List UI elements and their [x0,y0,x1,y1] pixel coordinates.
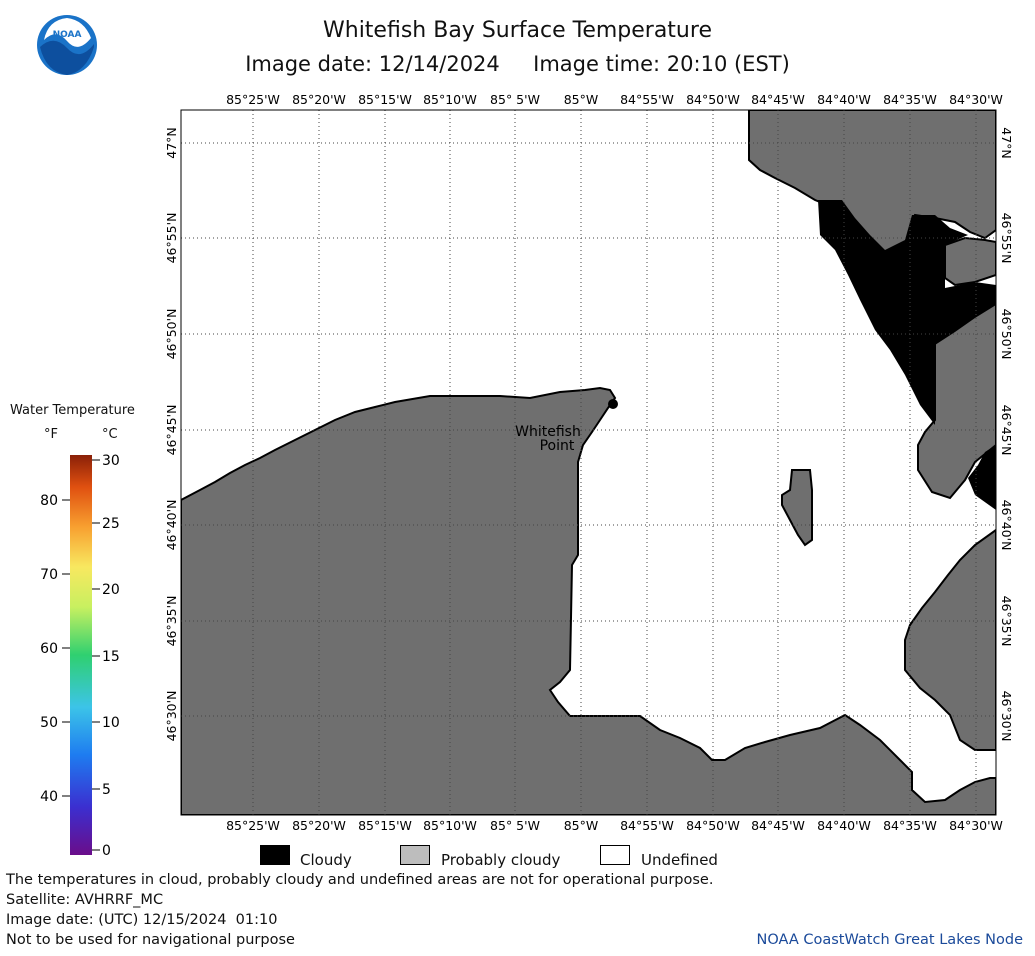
lon-label: 85° 5'W [490,92,540,107]
colorbar-c-label: 15 [102,649,120,665]
lat-label: 46°45'N [164,405,179,456]
place-label-line1: Whitefish [515,424,581,440]
lat-label: 46°30'N [999,691,1014,742]
colorbar-scale [70,455,92,855]
lat-label: 47°N [164,127,179,159]
lon-label: 85°25'W [226,818,280,833]
lat-label: 46°35'N [164,596,179,647]
lon-label: 84°30'W [949,818,1003,833]
lon-label: 84°55'W [620,92,674,107]
colorbar-c-label: 10 [102,715,120,731]
page-title: Whitefish Bay Surface Temperature [323,18,712,43]
graticule [181,110,996,815]
lat-label: 46°40'N [164,500,179,551]
lat-label: 46°40'N [999,500,1014,551]
lat-label: 46°50'N [164,309,179,360]
land-northeast-block [944,236,996,287]
note-disclaimer: The temperatures in cloud, probably clou… [6,872,714,888]
colorbar-c-label: 25 [102,516,120,532]
lon-label: 84°50'W [686,818,740,833]
colorbar-f-label: 50 [40,715,58,731]
place-label-line2: Point [540,438,575,454]
legend-swatch-probably-cloudy [400,845,430,865]
lat-labels-left: 47°N 46°55'N 46°50'N 46°45'N 46°40'N 46°… [164,127,179,741]
colorbar-c-label: 30 [102,453,120,469]
colorbar-ticks [62,459,100,851]
lon-label: 85°20'W [292,818,346,833]
lon-labels-bottom: 85°25'W 85°20'W 85°15'W 85°10'W 85° 5'W … [226,818,1003,833]
legend-swatch-undefined [600,845,630,865]
lat-label: 46°35'N [999,596,1014,647]
whitefish-point-marker [608,399,618,409]
cloud-region [818,200,996,425]
lon-label: 84°40'W [817,818,871,833]
legend-swatch-cloudy [260,845,290,865]
colorbar-f-labels: 80 70 60 50 40 [40,493,58,805]
colorbar-f-label: 80 [40,493,58,509]
legend-label-probably-cloudy: Probably cloudy [441,851,561,869]
credit-link[interactable]: NOAA CoastWatch Great Lakes Node [756,932,1023,948]
lat-label: 46°50'N [999,309,1014,360]
colorbar-c-label: 20 [102,582,120,598]
colorbar-title: Water Temperature [10,403,135,418]
legend-label-undefined: Undefined [641,851,718,869]
note-satellite: Satellite: AVHRRF_MC [6,892,164,908]
lon-label: 84°55'W [620,818,674,833]
colorbar-c-labels: 30 25 20 15 10 5 0 [102,453,120,859]
lat-label: 46°30'N [164,691,179,742]
lon-label: 85°10'W [423,818,477,833]
colorbar-c-label: 5 [102,782,111,798]
lon-label: 85°25'W [226,92,280,107]
colorbar-f-label: 70 [40,567,58,583]
lon-label: 84°30'W [949,92,1003,107]
colorbar-f-label: 40 [40,789,58,805]
lon-label: 85°20'W [292,92,346,107]
lon-label: 85° 5'W [490,818,540,833]
lon-label: 85°15'W [358,92,412,107]
lon-label: 84°40'W [817,92,871,107]
noaa-logo-icon: NOAA [37,15,97,75]
colorbar-f-label: 60 [40,641,58,657]
lon-label: 84°45'W [751,818,805,833]
lat-label: 46°45'N [999,405,1014,456]
lat-label: 47°N [999,127,1014,159]
lon-label: 84°50'W [686,92,740,107]
note-navigation: Not to be used for navigational purpose [6,932,295,948]
island [781,469,813,547]
land-east-shore-lower [904,528,996,751]
lat-label: 46°55'N [164,213,179,264]
lon-label: 84°35'W [883,818,937,833]
note-utc-date: Image date: (UTC) 12/15/2024 01:10 [6,912,278,928]
lon-label: 84°35'W [883,92,937,107]
lon-labels-top: 85°25'W 85°20'W 85°15'W 85°10'W 85° 5'W … [226,92,1003,107]
image-date-time: Image date: 12/14/2024 Image time: 20:10… [245,52,790,76]
colorbar-unit-f: °F [44,427,58,442]
lat-label: 46°55'N [999,213,1014,264]
lon-label: 84°45'W [751,92,805,107]
colorbar-unit-c: °C [102,427,118,442]
map-frame [180,109,997,816]
legend-label-cloudy: Cloudy [300,851,352,869]
lon-label: 85°W [564,92,599,107]
lon-label: 85°10'W [423,92,477,107]
lat-labels-right: 47°N 46°55'N 46°50'N 46°45'N 46°40'N 46°… [999,127,1014,741]
lon-label: 85°W [564,818,599,833]
lon-label: 85°15'W [358,818,412,833]
noaa-logo-text: NOAA [53,30,82,40]
colorbar-c-label: 0 [102,843,111,859]
cloud-region-east [968,445,996,510]
